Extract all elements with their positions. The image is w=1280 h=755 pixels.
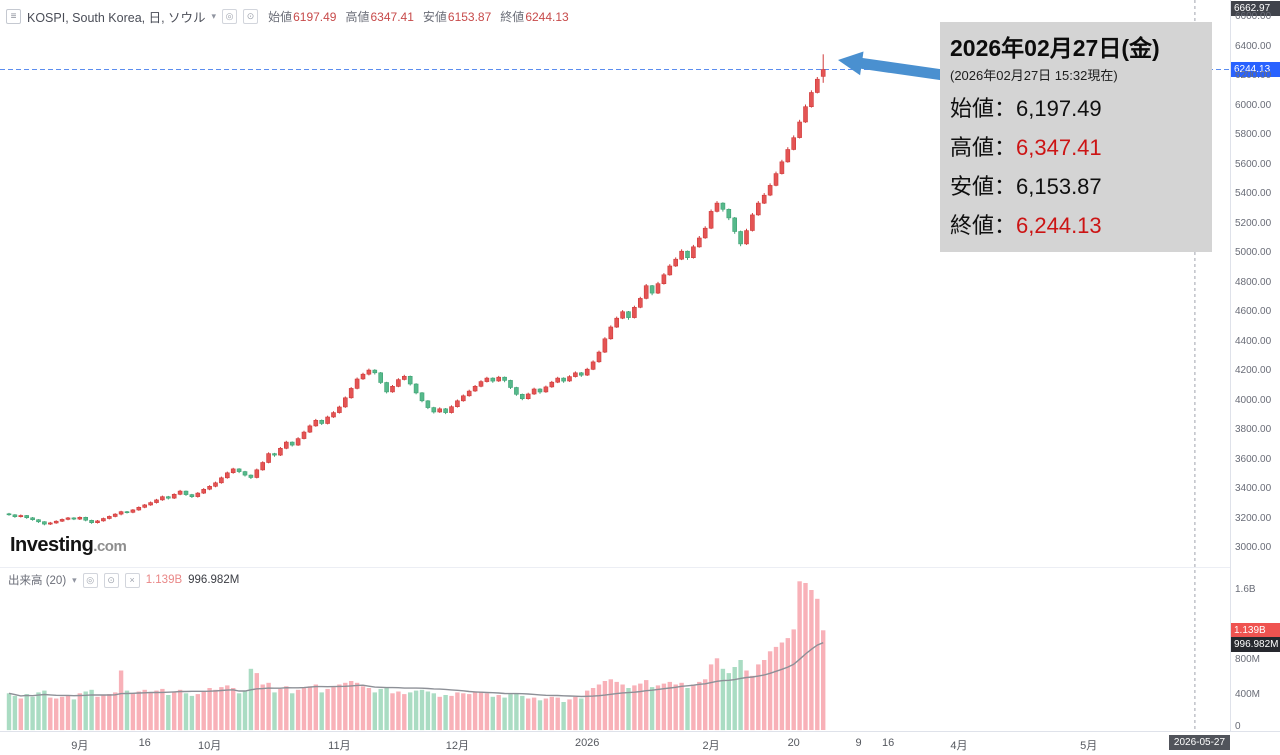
time-tick-label: 16 <box>138 737 151 749</box>
price-tick-label: 3400.00 <box>1235 483 1272 494</box>
volume-tick-label: 0 <box>1235 721 1241 732</box>
annotation-arrow <box>838 51 951 82</box>
price-tick-label: 5400.00 <box>1235 188 1272 199</box>
price-tick-label: 4600.00 <box>1235 306 1272 317</box>
price-tick-label: 5200.00 <box>1235 217 1272 229</box>
price-tick-label: 4800.00 <box>1235 276 1272 288</box>
ohlc-pair: 高値6347.41 <box>345 10 414 24</box>
volume-tick-label: 400M <box>1235 689 1261 700</box>
tooltip-row: 高値： 6,347.41 <box>950 135 1102 160</box>
ohlc-pair: 安値6153.87 <box>422 10 492 24</box>
current-volume-badge: 1.139B <box>1231 623 1280 639</box>
time-tick-label: 2月 <box>702 740 720 752</box>
volume-ma-line <box>8 642 824 698</box>
chevron-down-icon[interactable]: ▾ <box>72 574 77 585</box>
volume-legend: 出来高 (20) ▾ ◎ ⊙ × 1.139B 996.982M <box>8 572 239 588</box>
price-tick-label: 6200.00 <box>1235 70 1272 81</box>
logo-suffix: .com <box>93 538 127 555</box>
ohlc-pair: 始値6197.49 <box>268 10 337 24</box>
settings-icon[interactable]: ⊙ <box>243 9 259 24</box>
price-tick-label: 6000.00 <box>1235 99 1272 111</box>
symbol-toolbar: ≡ KOSPI, South Korea, 日, ソウル ▾ ◎ ⊙ 始値619… <box>6 7 569 26</box>
price-axis[interactable]: 6662.97 6244.13 1.139B 996.982M 6600.00 6… <box>1230 0 1280 732</box>
time-tick-label: 16 <box>881 737 895 749</box>
tooltip-date-title: 2026年02月27日(金) <box>950 35 1160 61</box>
chevron-down-icon[interactable]: ▾ <box>211 11 217 21</box>
price-tick-label: 6400.00 <box>1235 40 1272 52</box>
eye-icon[interactable]: ◎ <box>82 572 98 588</box>
price-tick-label: 5600.00 <box>1235 158 1272 170</box>
volume-bars <box>6 581 826 731</box>
tooltip-row: 始値： 6,197.49 <box>950 96 1102 121</box>
time-tick-label: 9 <box>855 737 862 749</box>
investing-logo: Investing.com <box>10 534 127 557</box>
volume-indicator-label[interactable]: 出来高 (20) <box>8 575 67 587</box>
price-tick-label: 4400.00 <box>1235 335 1272 347</box>
time-tick-label: 12月 <box>445 740 470 752</box>
eye-icon[interactable]: ◎ <box>222 9 238 24</box>
price-tick-label: 5000.00 <box>1235 247 1272 258</box>
ohlc-tooltip: 2026年02月27日(金) (2026年02月27日 15:32現在) 始値：… <box>940 22 1212 252</box>
candlestick-chart[interactable] <box>0 0 1230 731</box>
logo-brand: Investing <box>10 534 94 556</box>
chart-menu-icon[interactable]: ≡ <box>6 9 21 24</box>
tooltip-row: 終値： 6,244.13 <box>950 213 1102 238</box>
volume-ma-badge: 996.982M <box>1231 637 1280 653</box>
volume-tick-label: 1.6B <box>1235 584 1256 595</box>
volume-ma-value: 996.982M <box>188 574 240 586</box>
volume-tick-label: 800M <box>1235 654 1261 665</box>
time-tick-label: 9月 <box>71 740 89 752</box>
symbol-title[interactable]: KOSPI, South Korea, 日, ソウル <box>27 11 206 25</box>
panel-separator <box>0 567 1230 568</box>
price-tick-label: 4000.00 <box>1235 394 1272 406</box>
time-tick-label: 4月 <box>950 740 968 752</box>
price-tick-label: 3000.00 <box>1235 542 1272 553</box>
price-tick-label: 5800.00 <box>1235 129 1272 140</box>
future-date-badge: 2026-05-27 <box>1168 735 1231 750</box>
time-tick-label: 5月 <box>1080 740 1098 752</box>
candles-layer <box>6 54 826 526</box>
price-tick-label: 3600.00 <box>1235 453 1272 465</box>
ohlc-readout: 始値6197.49 高値6347.41 安値6153.87 終値6244.13 <box>268 8 569 25</box>
tooltip-timestamp: (2026年02月27日 15:32現在) <box>950 68 1118 83</box>
time-tick-label: 2026 <box>574 737 600 749</box>
time-tick-label: 10月 <box>197 740 222 752</box>
current-price-badge: 6244.13 <box>1231 61 1280 77</box>
price-tick-label: 3800.00 <box>1235 424 1272 435</box>
price-tick-label: 6600.00 <box>1235 11 1272 22</box>
settings-icon[interactable]: ⊙ <box>103 572 119 588</box>
ohlc-pair: 終値6244.13 <box>500 10 569 24</box>
price-tick-label: 3200.00 <box>1235 512 1272 524</box>
time-tick-label: 11月 <box>328 740 351 752</box>
price-tick-label: 4200.00 <box>1235 365 1272 376</box>
time-axis[interactable]: 9月 16 10月 11月 12月 2026 2月 20 9 16 4月 5月 2026-05-27 <box>0 731 1280 755</box>
time-tick-label: 20 <box>787 737 800 749</box>
close-icon[interactable]: × <box>124 572 140 588</box>
tooltip-row: 安値： 6,153.87 <box>950 174 1102 199</box>
volume-current-value: 1.139B <box>145 574 183 586</box>
high-price-badge: 6662.97 <box>1231 0 1280 16</box>
